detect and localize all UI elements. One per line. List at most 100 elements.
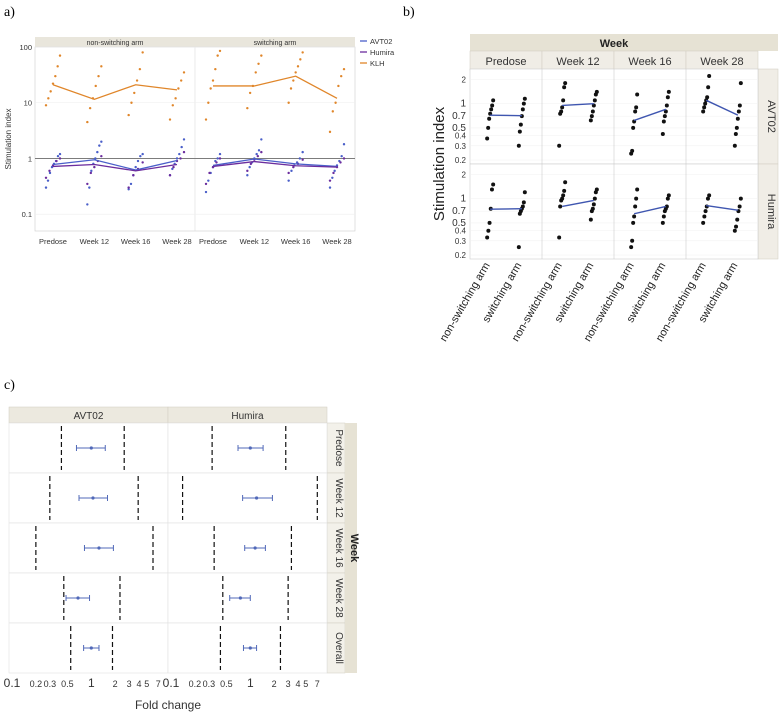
data-point-humira [256,154,260,158]
y-tick-label: 10 [24,99,32,108]
x-tick-label: Predose [199,237,227,246]
data-point-avt02 [340,154,343,158]
data-point [666,193,671,198]
mean-line [706,204,738,211]
data-point-avt02 [136,159,140,163]
y-tick-label: 0.4 [455,227,467,236]
data-point-klh [292,79,295,82]
data-point-klh [180,79,183,82]
y-axis-label: Stimulation index [4,109,13,170]
data-point [634,105,639,110]
data-point-avt02 [287,179,290,182]
mean-line-klh [52,84,178,101]
x-tick-label: 7 [156,679,161,689]
x-tick-label: Week 12 [80,237,109,246]
data-point [665,95,670,100]
column-header: Week 16 [628,56,671,68]
x-tick-label: 1 [247,676,254,690]
data-point-klh [177,87,180,90]
data-point-humira [55,159,58,163]
data-point [631,220,636,225]
data-point-avt02 [333,169,336,173]
data-point-klh [216,54,219,57]
row-group-strip [345,423,357,673]
data-point [735,116,740,121]
data-point-avt02 [86,203,89,206]
y-tick-label: 0.4 [455,132,467,141]
data-point [736,109,741,114]
data-point [559,109,564,114]
data-point-klh [100,65,103,68]
data-point-humira [100,154,103,158]
data-point-humira [249,162,253,166]
data-point [520,107,525,112]
data-point-avt02 [298,157,302,160]
y-tick-label: 0.7 [452,206,466,217]
data-point [734,224,739,229]
data-point [561,98,566,103]
data-point [662,114,667,119]
data-point [635,92,640,97]
data-point-klh [218,49,222,53]
data-point [485,136,490,141]
data-point-klh [49,90,52,93]
x-tick-label: 0.3 [44,679,57,689]
data-point [732,143,737,148]
data-point-avt02 [46,179,50,182]
data-point-klh [301,51,304,54]
data-point [664,204,669,209]
panel-label-b: b) [403,5,415,20]
data-point-klh [133,91,136,95]
data-point-klh [54,74,57,78]
data-point-avt02 [260,138,263,141]
y-tick-label: 1 [460,99,466,110]
data-point-humira [287,171,290,175]
data-point [560,105,565,110]
y-tick-label: 1 [460,194,466,205]
data-point [489,107,494,112]
data-point-klh [299,58,302,61]
data-point-avt02 [44,186,48,189]
data-point [701,109,706,114]
data-point-humira [204,182,208,186]
data-point [701,220,706,225]
data-point [490,103,495,108]
data-point-avt02 [301,150,304,154]
data-point [660,220,665,225]
y-tick-label: 0.5 [452,218,466,229]
data-point-klh [328,130,332,134]
data-point [706,85,711,90]
data-point-humira [301,158,304,161]
data-point-avt02 [290,169,293,173]
y-tick-label: 0.7 [452,111,466,122]
data-point-humira [292,165,295,169]
point-estimate [89,446,93,450]
x-tick-label: 0.2 [189,679,202,689]
data-point-avt02 [218,152,222,156]
data-point [633,109,638,114]
data-point-klh [257,62,260,65]
data-point-klh [127,113,130,117]
x-tick-label: 0.2 [30,679,43,689]
column-header: Predose [486,56,527,68]
data-point [521,101,526,106]
data-point-klh [88,106,92,110]
data-point-humira [332,171,335,175]
data-point-humira [215,161,218,164]
data-point-avt02 [178,152,181,156]
point-estimate [238,596,242,600]
x-tick-label: 0.5 [220,679,233,689]
data-point [661,119,666,124]
mean-line-humira [212,160,338,168]
data-point-klh [58,54,62,57]
data-point [705,196,710,201]
column-header: AVT02 [74,411,104,422]
data-point-avt02 [134,165,137,169]
data-point-avt02 [96,150,99,154]
data-point [707,74,712,79]
x-tick-label: 4 [296,679,301,689]
data-point [592,196,597,201]
data-point-klh [47,97,50,100]
data-point [592,98,597,103]
